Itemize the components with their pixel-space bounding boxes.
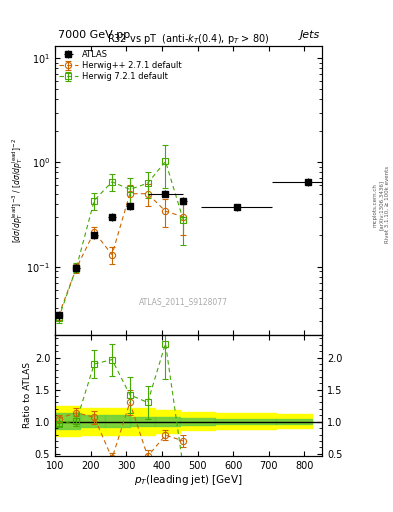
Text: [arXiv:1306.3436]: [arXiv:1306.3436] xyxy=(379,180,384,230)
Text: 7000 GeV pp: 7000 GeV pp xyxy=(58,30,130,40)
Y-axis label: $[d\sigma/dp_T^{\rm lead}]^{-3}$ / $[d\sigma/dp_T^{\rm lead}]^{-2}$: $[d\sigma/dp_T^{\rm lead}]^{-3}$ / $[d\s… xyxy=(10,138,25,243)
Text: ATLAS_2011_S9128077: ATLAS_2011_S9128077 xyxy=(139,297,228,306)
Title: R32 vs pT  (anti-$k_T$(0.4), p$_T$ > 80): R32 vs pT (anti-$k_T$(0.4), p$_T$ > 80) xyxy=(107,32,270,46)
Text: Jets: Jets xyxy=(299,30,320,40)
Text: Rivet 3.1.10, ≥ 100k events: Rivet 3.1.10, ≥ 100k events xyxy=(385,166,389,243)
Y-axis label: Ratio to ATLAS: Ratio to ATLAS xyxy=(23,362,32,429)
Text: mcplots.cern.ch: mcplots.cern.ch xyxy=(373,183,378,227)
Legend: ATLAS, Herwig++ 2.7.1 default, Herwig 7.2.1 default: ATLAS, Herwig++ 2.7.1 default, Herwig 7.… xyxy=(57,49,183,83)
X-axis label: $p_T$(leading jet) [GeV]: $p_T$(leading jet) [GeV] xyxy=(134,473,243,487)
